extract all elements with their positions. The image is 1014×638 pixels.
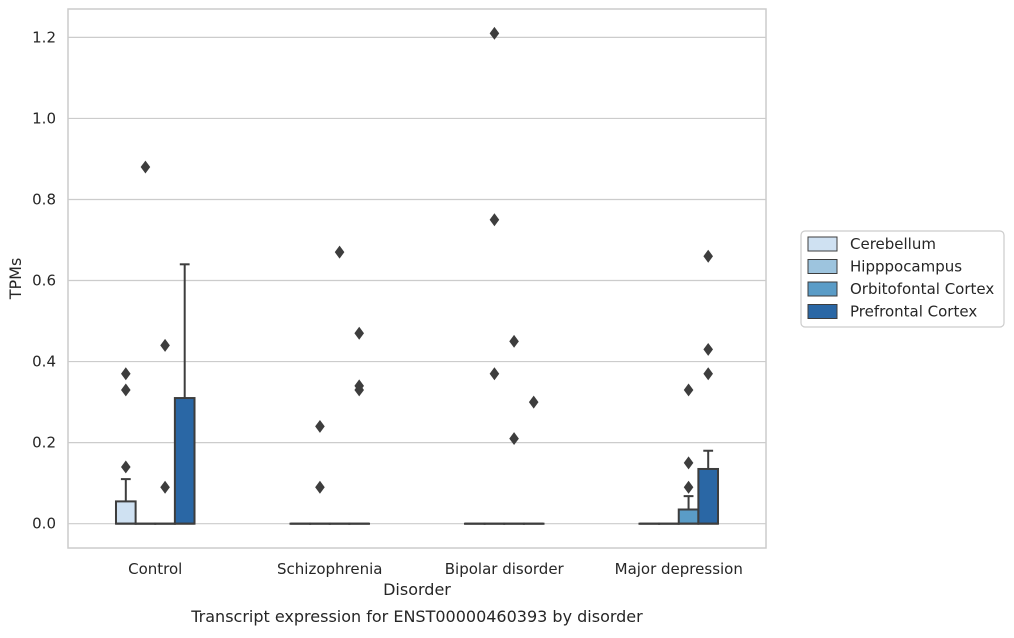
y-tick-label: 0.4 bbox=[32, 353, 56, 371]
outlier-point bbox=[684, 456, 694, 469]
x-axis-ticks: Control Schizophrenia Bipolar disorder Majo… bbox=[128, 560, 743, 578]
outlier-point bbox=[529, 396, 539, 409]
outlier-point bbox=[684, 383, 694, 396]
box-body bbox=[698, 469, 718, 524]
x-tick-label: Control bbox=[128, 560, 182, 578]
box-body bbox=[679, 510, 699, 524]
outlier-point bbox=[160, 339, 170, 352]
x-tick-label: Major depression bbox=[615, 560, 743, 578]
box-series bbox=[116, 27, 718, 524]
outlier-point bbox=[684, 481, 694, 494]
outlier-point bbox=[703, 367, 713, 380]
outlier-point bbox=[490, 367, 500, 380]
box-3-3 bbox=[698, 250, 718, 524]
box-3-2 bbox=[679, 383, 699, 523]
x-tick-label: Schizophrenia bbox=[277, 560, 382, 578]
y-tick-label: 0.6 bbox=[32, 272, 56, 290]
gridlines bbox=[68, 37, 766, 523]
outlier-point bbox=[315, 420, 325, 433]
outlier-point bbox=[315, 481, 325, 494]
legend-label: Orbitofontal Cortex bbox=[850, 280, 994, 298]
box-2-3 bbox=[524, 396, 544, 524]
plot-frame bbox=[68, 9, 766, 548]
y-tick-label: 0.8 bbox=[32, 190, 56, 208]
legend-swatch bbox=[808, 237, 837, 251]
y-tick-label: 0.0 bbox=[32, 515, 56, 533]
box-body bbox=[175, 398, 195, 524]
box-1-3 bbox=[349, 327, 369, 524]
legend-label: Cerebellum bbox=[850, 235, 936, 253]
outlier-point bbox=[121, 367, 131, 380]
box-1-1 bbox=[310, 420, 330, 524]
outlier-point bbox=[490, 213, 500, 226]
box-2-1 bbox=[485, 27, 505, 524]
box-2-2 bbox=[504, 335, 524, 524]
outlier-point bbox=[335, 246, 345, 259]
chart-caption: Transcript expression for ENST0000046039… bbox=[190, 607, 643, 626]
outlier-point bbox=[703, 343, 713, 356]
x-axis-label: Disorder bbox=[383, 580, 451, 599]
legend-label: Hipppocampus bbox=[850, 258, 962, 276]
x-tick-label: Bipolar disorder bbox=[445, 560, 565, 578]
outlier-point bbox=[509, 335, 519, 348]
outlier-point bbox=[354, 327, 364, 340]
box-0-1 bbox=[136, 161, 156, 524]
box-body bbox=[116, 501, 136, 523]
outlier-point bbox=[121, 383, 131, 396]
outlier-point bbox=[160, 481, 170, 494]
y-tick-label: 0.2 bbox=[32, 434, 56, 452]
legend-swatch bbox=[808, 282, 837, 296]
y-axis-ticks: 0.0 0.2 0.4 0.6 0.8 1.0 1.2 bbox=[32, 28, 56, 532]
y-tick-label: 1.0 bbox=[32, 109, 56, 127]
box-0-3 bbox=[175, 264, 195, 523]
y-axis-label: TPMs bbox=[6, 258, 25, 301]
outlier-point bbox=[141, 161, 151, 174]
legend-swatch bbox=[808, 305, 837, 319]
box-0-0 bbox=[116, 367, 136, 523]
legend-label: Prefrontal Cortex bbox=[850, 303, 977, 321]
box-1-2 bbox=[330, 246, 350, 524]
outlier-point bbox=[121, 460, 131, 473]
outlier-point bbox=[703, 250, 713, 263]
legend: Cerebellum Hipppocampus Orbitofontal Corte… bbox=[801, 231, 1004, 327]
legend-swatch bbox=[808, 260, 837, 274]
box-0-2 bbox=[155, 339, 175, 524]
y-tick-label: 1.2 bbox=[32, 28, 56, 46]
